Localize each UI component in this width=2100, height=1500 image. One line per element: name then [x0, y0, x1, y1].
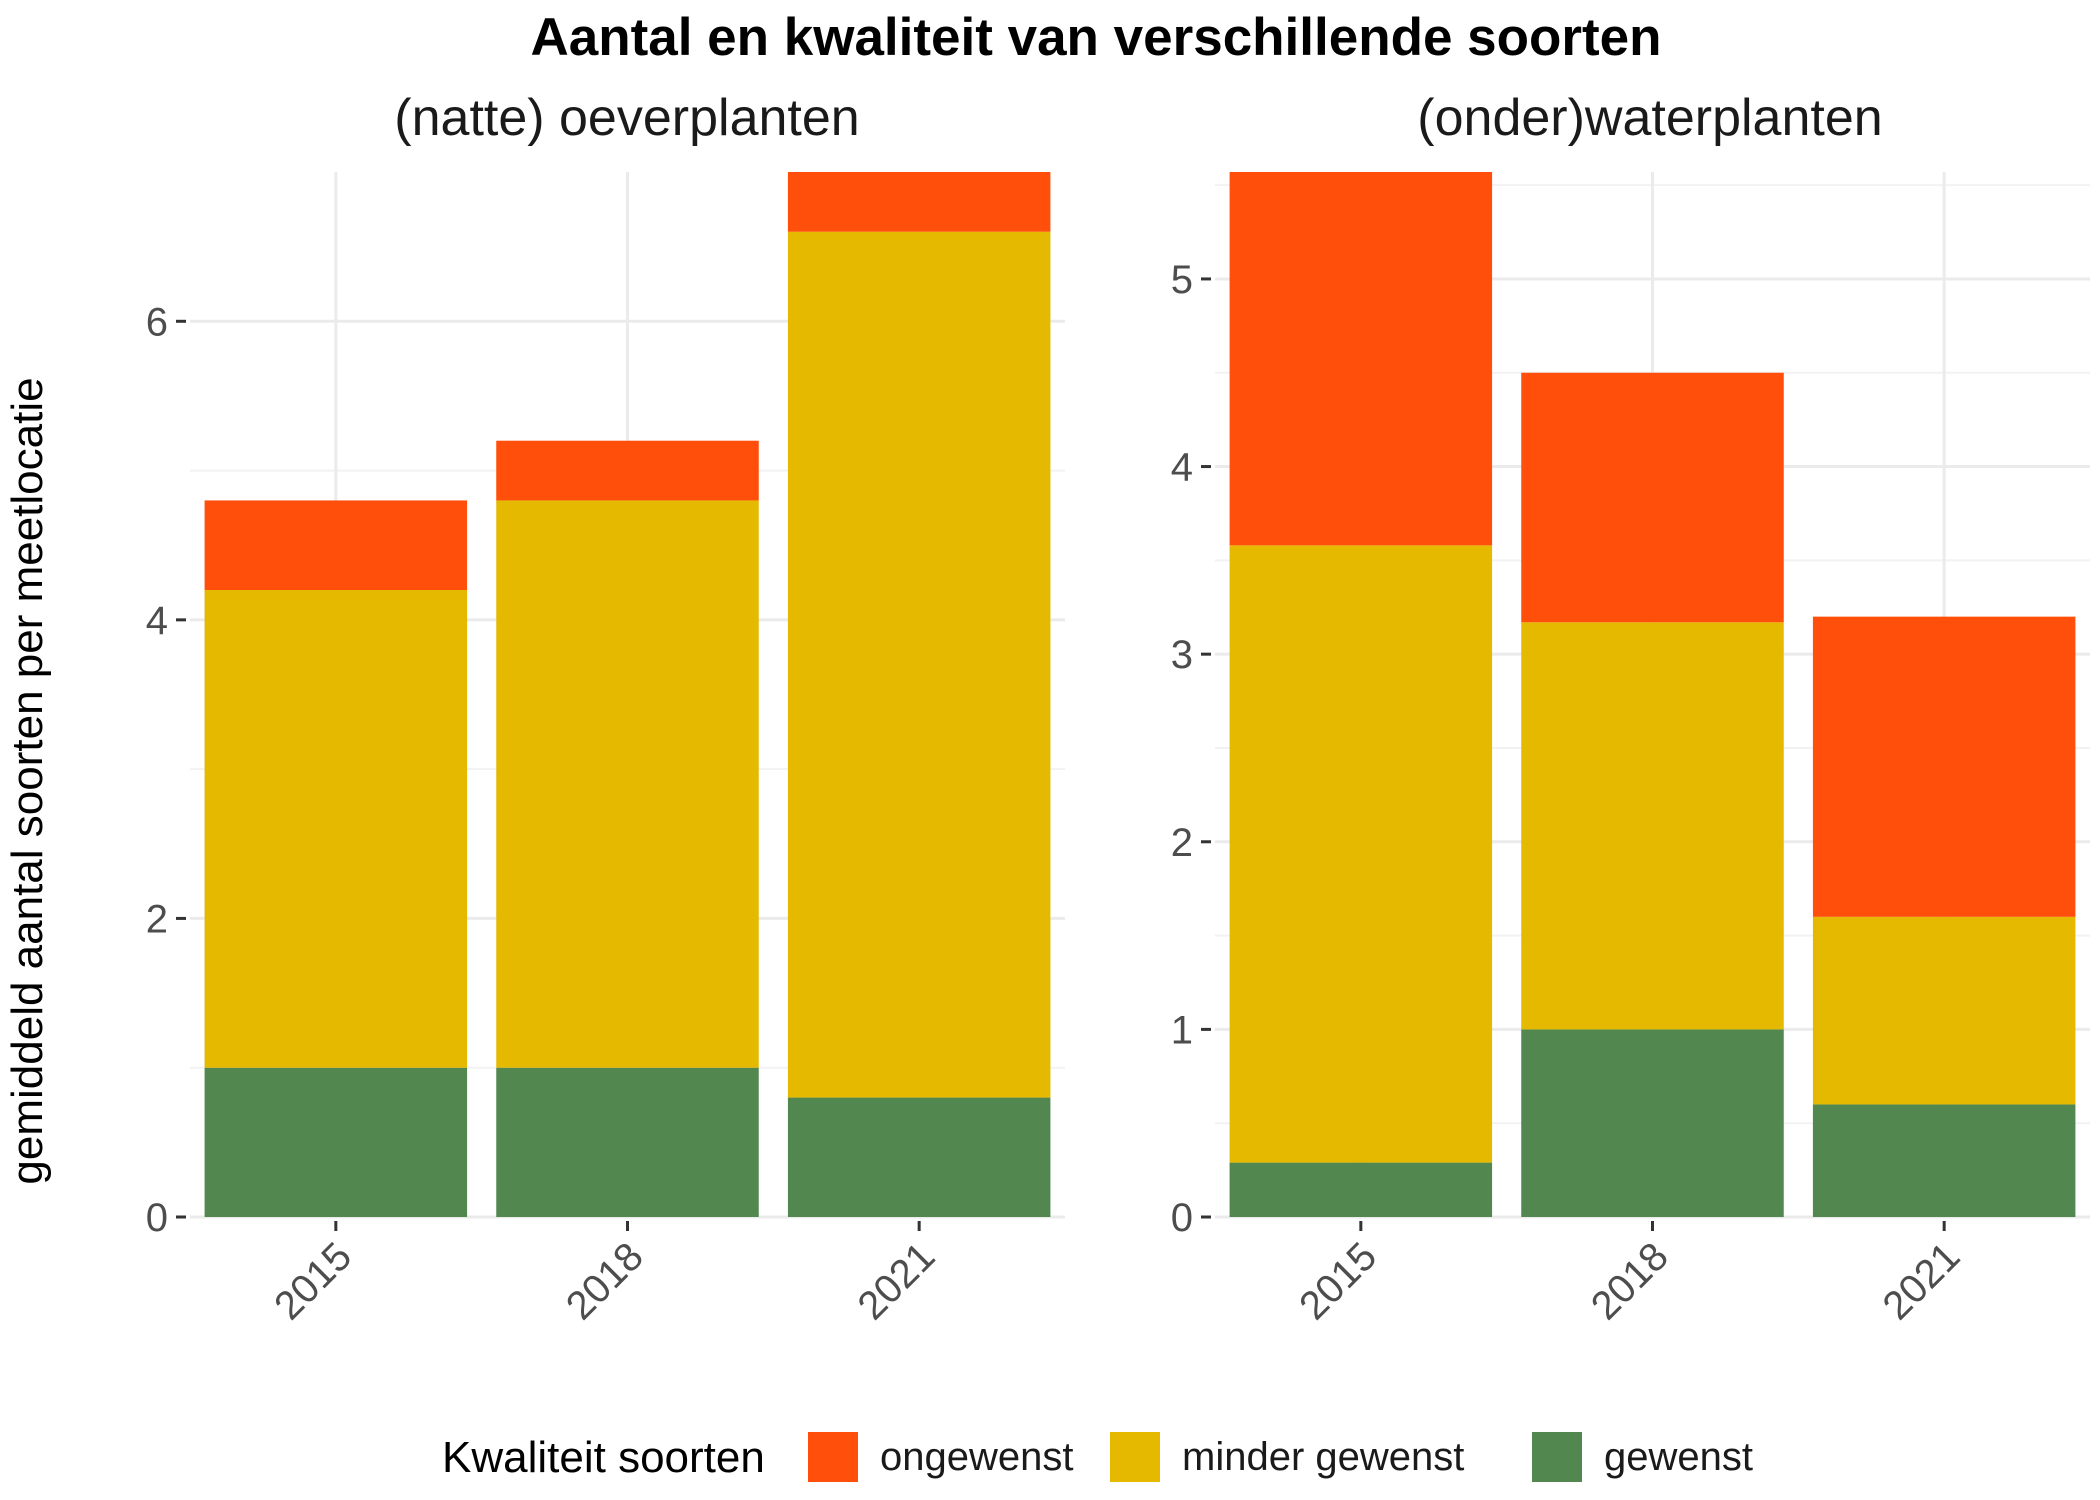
bar-segment-gewenst-2021	[787, 1097, 1051, 1217]
legend-label: gewenst	[1604, 1435, 1753, 1479]
y-tick-label: 5	[1171, 258, 1193, 302]
bar-segment-ongewenst-2021	[1812, 616, 2076, 917]
y-tick-label: 4	[1171, 446, 1193, 490]
y-tick-label: 1	[1171, 1008, 1193, 1052]
legend-label: minder gewenst	[1182, 1435, 1464, 1479]
y-tick-label: 0	[146, 1196, 168, 1240]
legend: Kwaliteit soorten ongewenst minder gewens…	[442, 1432, 1753, 1482]
bar-segment-gewenst-2018	[496, 1067, 759, 1217]
bar-segment-ongewenst-2018	[496, 440, 759, 501]
legend-key-minder-gewenst	[1110, 1432, 1160, 1482]
legend-title: Kwaliteit soorten	[442, 1433, 765, 1482]
bar-segment-minder-gewenst-2021	[1812, 916, 2076, 1105]
bar-segment-minder-gewenst-2015	[204, 590, 468, 1068]
x-tick-label: 2018	[1583, 1234, 1677, 1328]
y-tick-label: 6	[146, 300, 168, 344]
bar-segment-ongewenst-2015	[204, 500, 468, 590]
facet-title: (natte) oeverplanten	[394, 89, 859, 147]
bar-segment-ongewenst-2021	[787, 172, 1051, 232]
legend-label: ongewenst	[880, 1435, 1073, 1479]
bar-segment-gewenst-2015	[204, 1067, 468, 1217]
y-tick-label: 4	[146, 599, 168, 643]
x-tick-label: 2015	[266, 1234, 360, 1328]
bar-segment-minder-gewenst-2018	[496, 500, 759, 1068]
bar-segment-gewenst-2018	[1521, 1029, 1784, 1217]
y-tick-label: 2	[1171, 821, 1193, 865]
bar-segment-minder-gewenst-2015	[1229, 545, 1493, 1163]
panel-2: (onder)waterplanten 0 1 2 3 4 5 2015 2018 2021	[1171, 89, 2090, 1328]
panel-1: (natte) oeverplanten 0 2 4 6 2015 2018 2021	[146, 89, 1065, 1328]
x-tick-label: 2021	[849, 1234, 943, 1328]
bar-segment-ongewenst-2015	[1229, 172, 1493, 546]
bar-segment-ongewenst-2018	[1521, 372, 1784, 623]
x-tick-label: 2018	[558, 1234, 652, 1328]
legend-key-ongewenst	[808, 1432, 858, 1482]
x-tick-label: 2015	[1291, 1234, 1385, 1328]
chart-title: Aantal en kwaliteit van verschillende so…	[530, 8, 1661, 67]
y-axis-title: gemiddeld aantal soorten per meetlocatie	[3, 377, 52, 1184]
legend-key-gewenst	[1532, 1432, 1582, 1482]
bar-segment-gewenst-2021	[1812, 1104, 2076, 1217]
facet-title: (onder)waterplanten	[1417, 89, 1882, 147]
bar-segment-gewenst-2015	[1229, 1162, 1493, 1217]
y-tick-label: 0	[1171, 1196, 1193, 1240]
x-tick-label: 2021	[1874, 1234, 1968, 1328]
bar-segment-minder-gewenst-2021	[787, 231, 1051, 1098]
y-tick-label: 2	[146, 897, 168, 941]
bar-segment-minder-gewenst-2018	[1521, 622, 1784, 1030]
y-tick-label: 3	[1171, 633, 1193, 677]
